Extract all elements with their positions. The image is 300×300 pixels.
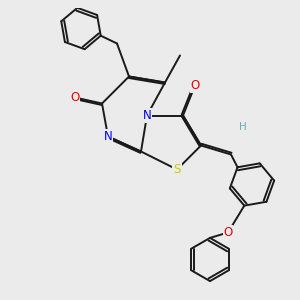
Text: O: O xyxy=(190,79,200,92)
Text: N: N xyxy=(142,109,152,122)
Text: H: H xyxy=(239,122,247,133)
Text: N: N xyxy=(103,130,112,143)
Text: S: S xyxy=(173,163,181,176)
Text: O: O xyxy=(224,226,232,239)
Text: O: O xyxy=(70,91,80,104)
